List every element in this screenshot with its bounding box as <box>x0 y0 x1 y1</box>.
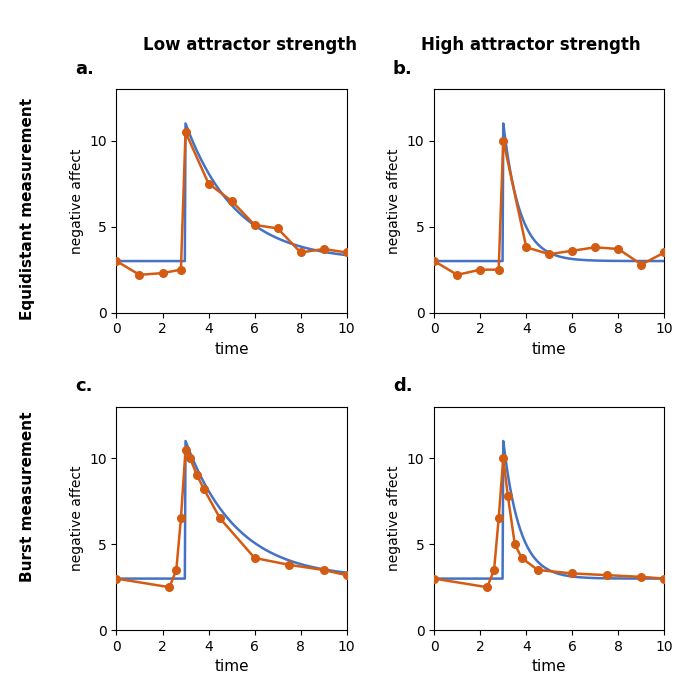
Text: High attractor strength: High attractor strength <box>421 36 640 53</box>
Text: Burst measurement: Burst measurement <box>20 412 35 582</box>
Text: b.: b. <box>393 60 412 78</box>
Y-axis label: negative affect: negative affect <box>387 148 401 253</box>
Text: c.: c. <box>75 377 92 395</box>
X-axis label: time: time <box>532 342 566 357</box>
Text: Equidistant measurement: Equidistant measurement <box>20 98 35 320</box>
X-axis label: time: time <box>214 342 249 357</box>
Text: Low attractor strength: Low attractor strength <box>143 36 357 53</box>
Y-axis label: negative affect: negative affect <box>70 148 84 253</box>
Text: d.: d. <box>393 377 412 395</box>
Text: a.: a. <box>75 60 94 78</box>
X-axis label: time: time <box>532 660 566 675</box>
Y-axis label: negative affect: negative affect <box>387 466 401 571</box>
Y-axis label: negative affect: negative affect <box>70 466 84 571</box>
X-axis label: time: time <box>214 660 249 675</box>
